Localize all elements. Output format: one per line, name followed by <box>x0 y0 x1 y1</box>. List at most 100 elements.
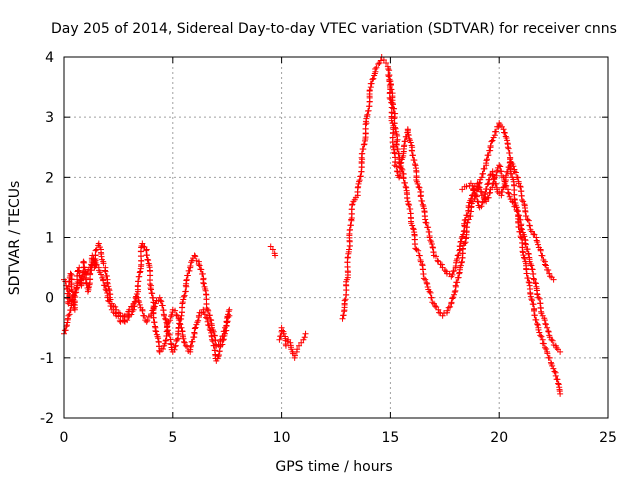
data-point-marker <box>465 202 472 209</box>
data-point-marker <box>557 348 564 355</box>
data-point-marker <box>520 254 527 261</box>
data-point-marker <box>523 270 530 277</box>
data-point-marker <box>370 75 377 82</box>
data-point-marker <box>539 312 546 319</box>
x-tick-label: 25 <box>599 430 617 446</box>
data-point-marker <box>510 163 517 170</box>
data-point-marker <box>148 286 155 293</box>
data-point-marker <box>505 189 512 196</box>
data-point-marker <box>136 269 143 276</box>
data-point-marker <box>515 212 522 219</box>
data-point-marker <box>182 342 189 349</box>
data-point-marker <box>296 342 303 349</box>
data-point-marker <box>198 266 205 273</box>
x-tick-label: 5 <box>168 430 177 446</box>
data-point-marker <box>192 324 199 331</box>
data-point-marker <box>302 330 309 337</box>
data-point-marker <box>136 299 143 306</box>
data-point-marker <box>226 306 233 313</box>
data-point-marker <box>100 260 107 267</box>
data-point-marker <box>529 297 536 304</box>
data-point-marker <box>417 193 424 200</box>
data-point-marker <box>549 362 556 369</box>
data-point-marker <box>143 252 150 259</box>
data-point-marker <box>201 311 208 318</box>
x-tick-label: 20 <box>490 430 508 446</box>
data-point-marker <box>455 252 462 259</box>
data-point-marker <box>505 145 512 152</box>
data-point-marker <box>385 66 392 73</box>
data-point-marker <box>176 320 183 327</box>
data-point-marker <box>447 303 454 310</box>
data-point-marker <box>530 301 537 308</box>
data-point-marker <box>429 299 436 306</box>
data-point-marker <box>174 336 181 343</box>
data-point-marker <box>65 312 72 319</box>
data-point-marker <box>557 390 564 397</box>
data-point-marker <box>478 174 485 181</box>
data-point-marker <box>432 303 439 310</box>
data-point-marker <box>179 299 186 306</box>
data-point-marker <box>181 339 188 346</box>
data-point-marker <box>411 161 418 168</box>
data-point-marker <box>139 240 146 247</box>
data-point-marker <box>422 276 429 283</box>
data-point-marker <box>487 142 494 149</box>
data-point-marker <box>372 66 379 73</box>
data-point-marker <box>517 183 524 190</box>
data-point-marker <box>532 279 539 286</box>
data-point-marker <box>455 274 462 281</box>
data-point-marker <box>93 261 100 268</box>
y-tick-label: 2 <box>45 170 54 186</box>
data-point-marker <box>544 324 551 331</box>
data-point-marker <box>130 300 137 307</box>
data-point-marker <box>377 57 384 64</box>
data-point-marker <box>184 272 191 279</box>
data-point-marker <box>220 333 227 340</box>
data-point-marker <box>448 299 455 306</box>
data-point-marker <box>187 343 194 350</box>
data-point-marker <box>104 294 111 301</box>
data-point-marker <box>402 138 409 145</box>
data-point-marker <box>432 253 439 260</box>
data-point-marker <box>204 306 211 313</box>
data-point-marker <box>215 341 222 348</box>
data-point-marker <box>445 304 452 311</box>
x-tick-label: 10 <box>273 430 291 446</box>
data-point-marker <box>509 198 516 205</box>
data-point-marker <box>449 271 456 278</box>
data-point-marker <box>180 338 187 345</box>
data-point-marker <box>531 276 538 283</box>
data-point-marker <box>151 303 158 310</box>
data-point-marker <box>434 257 441 264</box>
data-point-marker <box>416 252 423 259</box>
data-point-marker <box>77 279 84 286</box>
data-point-marker <box>423 279 430 286</box>
data-point-marker <box>546 354 553 361</box>
y-tick-label: -1 <box>40 351 54 367</box>
data-point-marker <box>411 157 418 164</box>
data-point-marker <box>95 240 102 247</box>
data-point-marker <box>135 297 142 304</box>
data-point-marker <box>458 259 465 266</box>
data-point-marker <box>488 138 495 145</box>
data-point-marker <box>301 334 308 341</box>
data-point-marker <box>523 213 530 220</box>
data-point-marker <box>536 329 543 336</box>
data-point-marker <box>106 298 113 305</box>
data-point-marker <box>124 311 131 318</box>
data-point-marker <box>407 139 414 146</box>
data-point-marker <box>464 219 471 226</box>
data-point-marker <box>507 156 514 163</box>
data-point-marker <box>538 333 545 340</box>
data-point-marker <box>540 340 547 347</box>
data-point-marker <box>126 306 133 313</box>
data-point-marker <box>427 237 434 244</box>
data-point-marker <box>478 203 485 210</box>
data-point-marker <box>439 312 446 319</box>
data-point-marker <box>550 365 557 372</box>
data-point-marker <box>147 281 154 288</box>
data-point-marker <box>145 257 152 264</box>
data-point-marker <box>514 208 521 215</box>
data-point-marker <box>405 132 412 139</box>
